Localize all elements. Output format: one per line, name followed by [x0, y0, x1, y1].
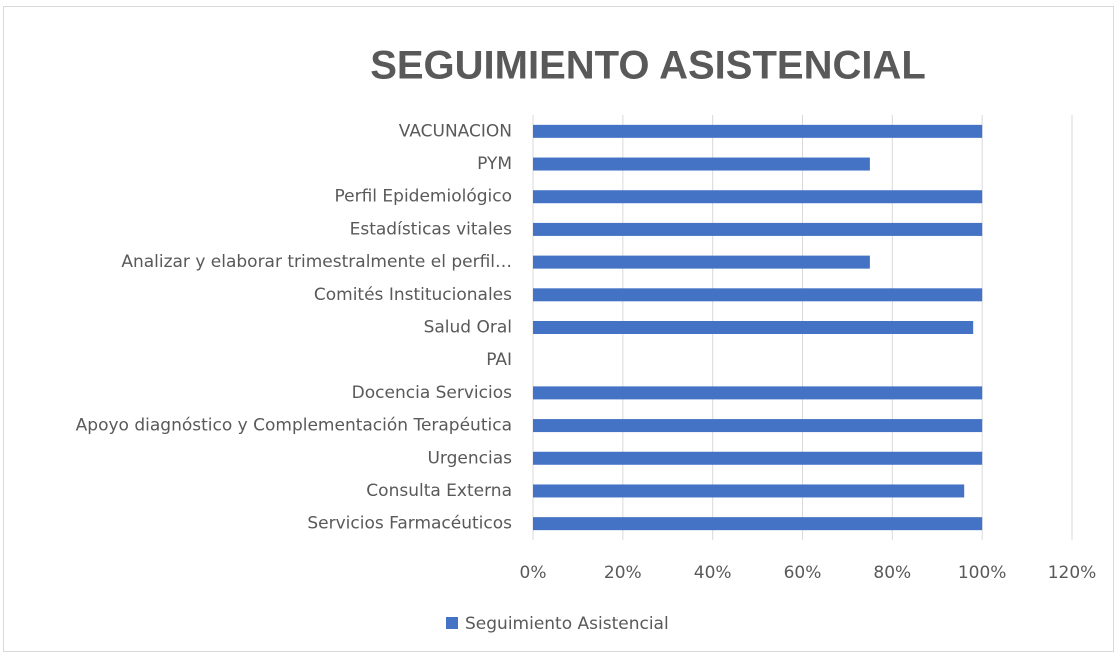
bar [533, 157, 870, 171]
bar [533, 386, 983, 400]
y-tick-label: Docencia Servicios [352, 383, 512, 403]
y-tick-label: Comités Institucionales [314, 285, 512, 305]
x-tick-label: 20% [604, 563, 642, 583]
bar [533, 124, 983, 138]
legend-label: Seguimiento Asistencial [465, 614, 669, 634]
x-tick-label: 120% [1048, 563, 1097, 583]
y-tick-label: Perfil Epidemiológico [334, 187, 512, 207]
y-tick-label: Analizar y elaborar trimestralmente el p… [121, 252, 512, 272]
y-tick-label: Servicios Farmacéuticos [307, 514, 512, 534]
y-tick-label: Urgencias [427, 448, 512, 468]
bar [533, 484, 965, 498]
bar [533, 190, 983, 204]
bar [533, 419, 983, 433]
y-tick-label: Estadísticas vitales [350, 219, 513, 239]
bar [533, 451, 983, 465]
x-tick-label: 60% [784, 563, 822, 583]
x-tick-label: 80% [873, 563, 911, 583]
y-tick-label: Apoyo diagnóstico y Complementación Tera… [76, 416, 512, 436]
x-tick-label: 100% [958, 563, 1007, 583]
y-tick-label: Salud Oral [424, 318, 512, 338]
bar [533, 255, 870, 269]
y-tick-label: Consulta Externa [366, 481, 512, 501]
bar [533, 222, 983, 236]
x-tick-label: 0% [520, 563, 547, 583]
bar [533, 517, 983, 531]
y-tick-label: PYM [477, 154, 512, 174]
bar [533, 321, 974, 334]
y-tick-label: PAI [486, 350, 512, 370]
x-tick-label: 40% [694, 563, 732, 583]
y-tick-label: VACUNACION [399, 121, 512, 141]
bar [533, 288, 983, 302]
chart-title: SEGUIMIENTO ASISTENCIAL [370, 44, 926, 88]
legend-swatch [446, 617, 458, 629]
